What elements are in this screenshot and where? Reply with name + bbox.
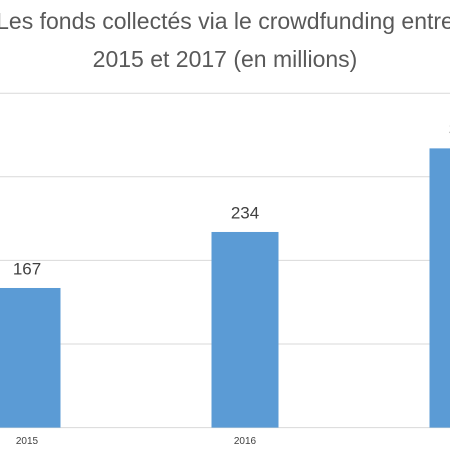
data-label: 167	[13, 259, 41, 278]
data-label: 334	[449, 120, 450, 139]
x-tick-label: 2016	[234, 436, 257, 447]
x-tick-label: 2015	[16, 436, 39, 447]
bar	[0, 287, 61, 428]
bar	[429, 148, 450, 428]
data-label: 234	[231, 203, 259, 222]
chart-title: Les fonds collectés via le crowdfunding …	[0, 8, 450, 72]
bar	[211, 231, 279, 428]
